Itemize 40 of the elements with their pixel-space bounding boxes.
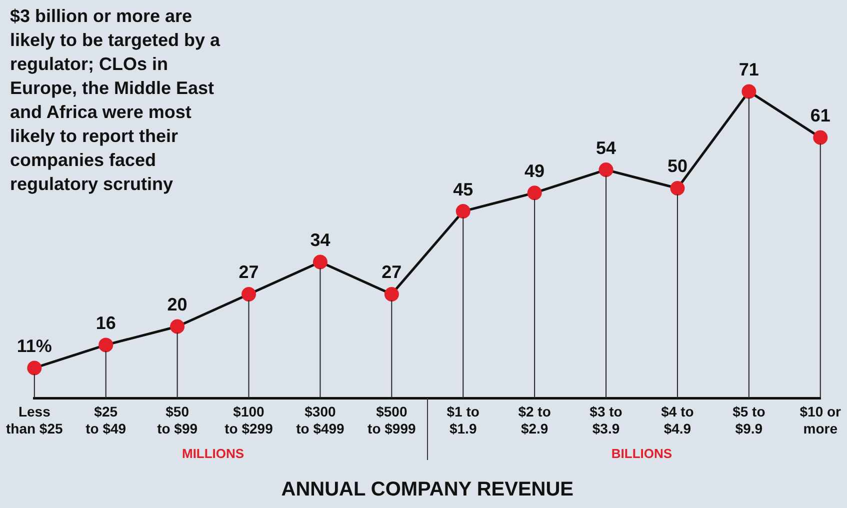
data-label: 16	[96, 312, 116, 333]
x-tick-label: $100 to $299	[224, 404, 274, 436]
x-tick-label: $4 to $4.9	[661, 404, 694, 436]
x-tick-label: Less than $25	[6, 404, 64, 436]
point	[670, 180, 685, 196]
x-tick-label: $10 or more	[800, 404, 842, 436]
point	[312, 254, 328, 270]
point	[98, 338, 114, 352]
x-tick-label: $5 to $9.9	[732, 404, 766, 436]
text: MILLIONS	[182, 446, 244, 461]
text: BILLIONS	[611, 446, 672, 461]
data-label: 50	[667, 156, 688, 176]
point	[170, 319, 185, 334]
data-label: 11%	[16, 336, 52, 356]
point	[527, 186, 542, 200]
data-label: 20	[167, 294, 188, 314]
data-label: 34	[310, 230, 330, 250]
point	[742, 84, 756, 99]
point	[384, 286, 399, 302]
x-tick-label: $2 to $2.9	[518, 404, 551, 436]
data-label: 71	[738, 59, 759, 80]
point	[456, 204, 470, 219]
x-tick-label: $3 to $3.9	[590, 404, 622, 436]
point	[813, 130, 828, 145]
x-axis-title: ANNUAL COMPANY REVENUE	[281, 478, 574, 501]
data-label: 45	[453, 179, 474, 200]
annotation: $3 billion or more are likely to be targeted by a regulator; CLOs in Europe, the Middle East and Africa were most likely to report their companies faced regulatory scrutiny	[10, 5, 222, 196]
data-label: 54	[596, 138, 616, 158]
x-tick-label: $25 to $49	[86, 404, 126, 436]
data-label: 61	[810, 106, 830, 126]
point	[598, 162, 614, 178]
point	[242, 286, 256, 302]
data-label: 27	[382, 262, 402, 282]
x-tick-label: $300 to $499	[296, 404, 345, 436]
point	[27, 360, 42, 376]
x-tick-label: $500 to $999	[368, 404, 416, 436]
data-label: 49	[524, 160, 545, 181]
x-tick-label: $1 to $1.9	[446, 404, 480, 436]
data-label: 27	[238, 262, 259, 282]
x-tick-label: $50 to $99	[157, 404, 198, 436]
